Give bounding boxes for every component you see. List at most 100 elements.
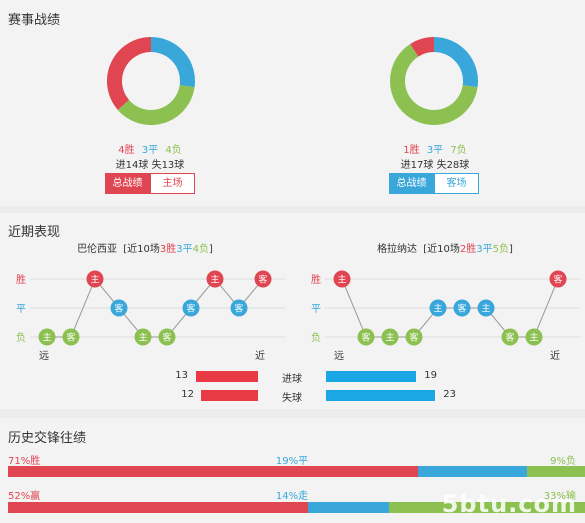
left-form-chart: 胜平负主客主客主 客客主客客远近	[16, 270, 285, 362]
right-match-point: 主	[333, 270, 351, 288]
left-form-line	[47, 278, 264, 338]
left-match-point: 主	[38, 328, 56, 346]
left-match-venue: 客	[114, 303, 123, 315]
left-match-point: 客	[110, 299, 128, 317]
right-match-venue: 主	[529, 332, 538, 344]
left-match-point: 主	[206, 270, 224, 288]
left-match-venue: 主	[138, 332, 147, 344]
left-tab-overall[interactable]: 总战绩	[105, 173, 150, 194]
history-row1-win-bar	[8, 466, 418, 477]
right-form-line	[341, 278, 559, 338]
right-match-venue: 主	[481, 303, 490, 315]
right-match-point: 主	[525, 328, 543, 346]
right-ylabel-loss: 负	[311, 331, 321, 344]
left-donut-win-slice	[107, 37, 152, 110]
right-match-venue: 客	[553, 274, 562, 286]
left-match-point: 客	[182, 299, 200, 317]
left-ylabel-loss: 负	[16, 331, 26, 344]
left-match-point: 客	[254, 270, 272, 288]
right-match-venue: 主	[385, 332, 394, 344]
left-match-point: 客	[62, 328, 80, 346]
right-match-venue: 客	[457, 303, 466, 315]
right-ylabel-win: 胜	[311, 274, 321, 286]
left-goals-for-bar	[196, 371, 258, 382]
left-match-venue: 主	[90, 274, 99, 286]
left-donut-chart	[107, 37, 195, 125]
goals-against-label: 失球	[282, 393, 302, 404]
left-match-venue: 主	[42, 332, 51, 344]
right-donut-chart	[390, 37, 478, 125]
right-match-venue: 客	[361, 332, 370, 344]
right-donut-draw-slice	[433, 37, 478, 88]
right-ylabel-draw: 平	[311, 304, 321, 315]
left-win-count: 4胜	[118, 145, 135, 156]
right-match-venue: 主	[337, 274, 346, 286]
right-axis-near: 近	[550, 349, 560, 362]
right-match-point: 客	[357, 328, 375, 346]
left-donut-draw-slice	[150, 37, 195, 88]
right-match-venue: 客	[409, 332, 418, 344]
recent-title: 近期表现	[8, 225, 61, 240]
left-recent-wins: 3胜	[159, 244, 177, 255]
left-match-venue: 客	[234, 303, 243, 315]
right-match-point: 主	[381, 328, 399, 346]
right-recent-wins: 2胜	[459, 244, 477, 255]
left-goals-for-value: 13	[175, 370, 188, 381]
right-recent-losses: 5负	[492, 244, 510, 255]
history-row1-loss-label: 9%负	[550, 456, 576, 467]
right-goals-for-value: 19	[424, 370, 437, 381]
history-row1-win-label: 71%胜	[8, 456, 41, 467]
right-draw-count: 3平	[426, 145, 444, 156]
left-match-point: 客	[230, 299, 248, 317]
left-recent-header: 巴伦西亚 [近10场3胜3平4负]	[45, 240, 245, 255]
left-ylabel-win: 胜	[16, 274, 26, 286]
right-recent-pre: [近10场	[423, 244, 460, 255]
left-loss-count: 4负	[165, 145, 182, 156]
history-row1-draw-bar	[417, 466, 528, 477]
left-team-name: 巴伦西亚	[77, 244, 118, 255]
stats-title: 赛事战绩	[8, 13, 61, 28]
right-record: 1胜 3平 7负	[285, 141, 585, 156]
left-tab-home[interactable]: 主场	[150, 173, 195, 194]
left-match-venue: 客	[186, 303, 195, 315]
left-donut-loss-slice	[117, 84, 195, 125]
left-match-venue: 客	[258, 274, 267, 286]
right-match-point: 客	[501, 328, 519, 346]
left-record: 4胜 3平 4负	[0, 141, 300, 156]
right-tab-overall[interactable]: 总战绩	[389, 173, 434, 194]
right-match-venue: 主	[433, 303, 442, 315]
right-donut-loss-slice	[390, 43, 478, 125]
history-row1-draw-label: 19%平	[275, 456, 309, 467]
right-form-chart: 胜平负主客主客主客主客 主客远近	[311, 270, 580, 362]
history-section: 历史交锋往绩 71%胜 19%平 9%负 52%赢 14%走 33%输 5btu…	[0, 418, 585, 523]
left-recent-pre: [近10场	[123, 244, 160, 255]
right-win-count: 1胜	[403, 145, 420, 156]
left-ylabel-draw: 平	[16, 304, 26, 315]
right-match-point: 客	[405, 328, 423, 346]
right-match-point: 主	[429, 299, 447, 317]
left-match-point: 客	[158, 328, 176, 346]
left-draw-count: 3平	[141, 145, 159, 156]
recent-section: 近期表现 巴伦西亚 [近10场3胜3平4负] 格拉纳达 [近10场2胜3平5负]…	[0, 213, 585, 409]
left-match-point: 主	[86, 270, 104, 288]
right-tab-away[interactable]: 客场	[434, 173, 479, 194]
right-goals: 进17球 失28球	[400, 160, 470, 171]
left-axis-far: 远	[39, 350, 49, 362]
left-recent-draws: 3平	[176, 244, 193, 255]
history-row2-win-bar	[8, 502, 309, 513]
left-goals-against-bar	[201, 390, 258, 401]
goals-for-label: 进球	[282, 374, 302, 385]
right-goals-against-bar	[326, 390, 436, 401]
left-match-venue: 客	[162, 332, 171, 344]
left-match-venue: 主	[210, 274, 219, 286]
history-title: 历史交锋往绩	[8, 431, 87, 446]
stats-section: 赛事战绩 4胜 3平 4负 进14球 失13球 总战绩 主场 1胜 3平 7负 …	[0, 0, 585, 206]
history-row2-draw-label: 14%走	[275, 491, 309, 502]
right-match-venue: 客	[505, 332, 514, 344]
right-match-point: 主	[477, 299, 495, 317]
left-match-venue: 客	[66, 332, 75, 344]
right-donut-win-slice	[410, 37, 435, 57]
left-match-point: 主	[134, 328, 152, 346]
left-goals: 进14球 失13球	[115, 160, 185, 171]
right-axis-far: 远	[334, 350, 344, 362]
